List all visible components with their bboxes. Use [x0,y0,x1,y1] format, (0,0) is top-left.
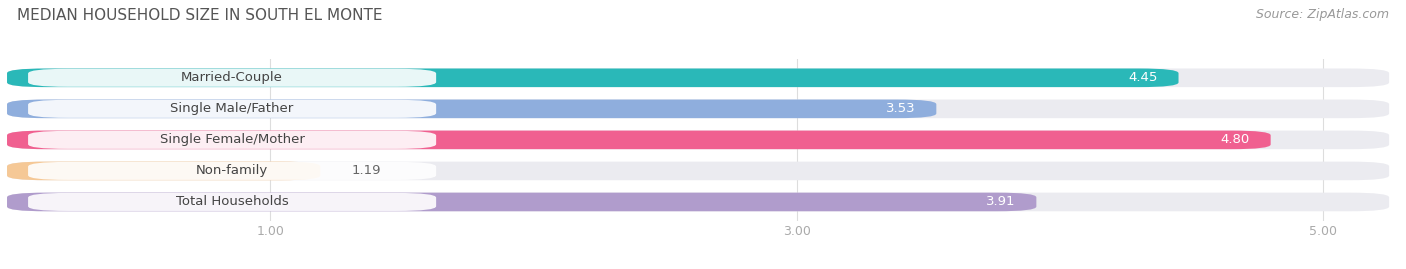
FancyBboxPatch shape [28,162,436,180]
Text: 1.19: 1.19 [352,164,381,178]
Text: Total Households: Total Households [176,196,288,208]
FancyBboxPatch shape [7,130,1271,149]
FancyBboxPatch shape [7,193,1036,211]
Text: 3.91: 3.91 [986,196,1015,208]
Text: Married-Couple: Married-Couple [181,71,283,84]
Text: MEDIAN HOUSEHOLD SIZE IN SOUTH EL MONTE: MEDIAN HOUSEHOLD SIZE IN SOUTH EL MONTE [17,8,382,23]
Text: 4.45: 4.45 [1128,71,1157,84]
FancyBboxPatch shape [7,193,1389,211]
FancyBboxPatch shape [7,162,321,180]
Text: 3.53: 3.53 [886,102,915,115]
FancyBboxPatch shape [7,130,1389,149]
Text: 4.80: 4.80 [1220,133,1250,146]
FancyBboxPatch shape [7,100,936,118]
Text: Single Male/Father: Single Male/Father [170,102,294,115]
FancyBboxPatch shape [28,131,436,149]
FancyBboxPatch shape [28,69,436,87]
Text: Non-family: Non-family [195,164,269,178]
FancyBboxPatch shape [28,193,436,211]
FancyBboxPatch shape [28,100,436,118]
FancyBboxPatch shape [7,162,1389,180]
Text: Source: ZipAtlas.com: Source: ZipAtlas.com [1256,8,1389,21]
FancyBboxPatch shape [7,69,1389,87]
Text: Single Female/Mother: Single Female/Mother [160,133,305,146]
FancyBboxPatch shape [7,69,1178,87]
FancyBboxPatch shape [7,100,1389,118]
